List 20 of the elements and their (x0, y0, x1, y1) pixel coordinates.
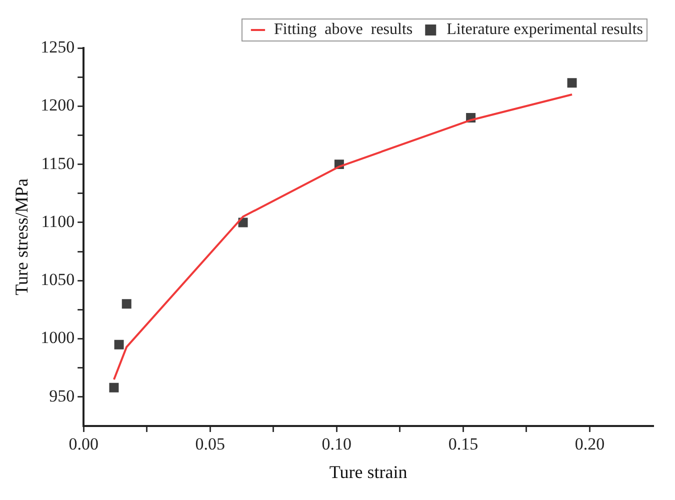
point (114, 340, 124, 350)
legend-label: Literature experimental results (446, 21, 643, 38)
x-tick-label: 0.05 (195, 434, 226, 454)
y-tick-label: 950 (49, 386, 75, 406)
y-tick-label: 1150 (41, 154, 75, 173)
x-tick-label: 0.00 (68, 434, 98, 454)
x-tick-label: 0.20 (574, 434, 605, 454)
y-tick-label: 1250 (40, 37, 75, 56)
y-tick-label: 1000 (40, 328, 75, 348)
legend-label: Fitting above results (274, 21, 413, 38)
x-tick-label: 0.10 (322, 434, 352, 454)
x-axis-title: Ture strain (329, 462, 408, 482)
point (122, 299, 132, 309)
x-tick-label: 0.15 (448, 434, 478, 454)
y-axis-title: Ture stress/MPa (12, 178, 32, 296)
y-tick-label: 1200 (40, 96, 75, 115)
y-tick-label: 1050 (40, 270, 75, 290)
y-tick-label: 1100 (41, 212, 75, 231)
point (567, 78, 577, 88)
point (109, 382, 119, 392)
